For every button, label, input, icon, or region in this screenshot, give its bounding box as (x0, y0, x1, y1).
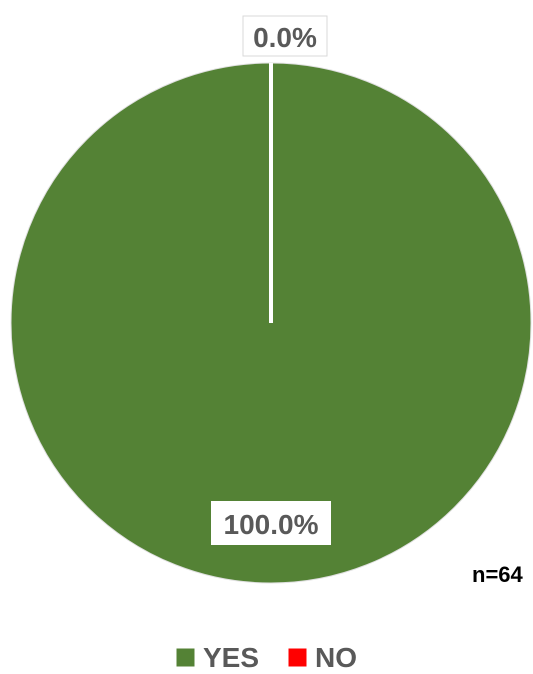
data-label-yes-text: 100.0% (224, 509, 319, 540)
legend-label-yes: YES (203, 642, 259, 673)
legend-swatch-no (287, 647, 308, 668)
legend-entry-yes: YES (175, 642, 259, 673)
legend-entry-no: NO (287, 642, 357, 673)
legend: YES NO (175, 642, 357, 673)
pie-slices (10, 62, 532, 584)
data-label-no-text: 0.0% (253, 22, 317, 53)
data-label-yes: 100.0% (211, 501, 331, 545)
legend-swatch-yes (175, 647, 196, 668)
sample-size-annotation: n=64 (472, 562, 524, 587)
legend-label-no: NO (315, 642, 357, 673)
data-label-no: 0.0% (242, 15, 328, 57)
